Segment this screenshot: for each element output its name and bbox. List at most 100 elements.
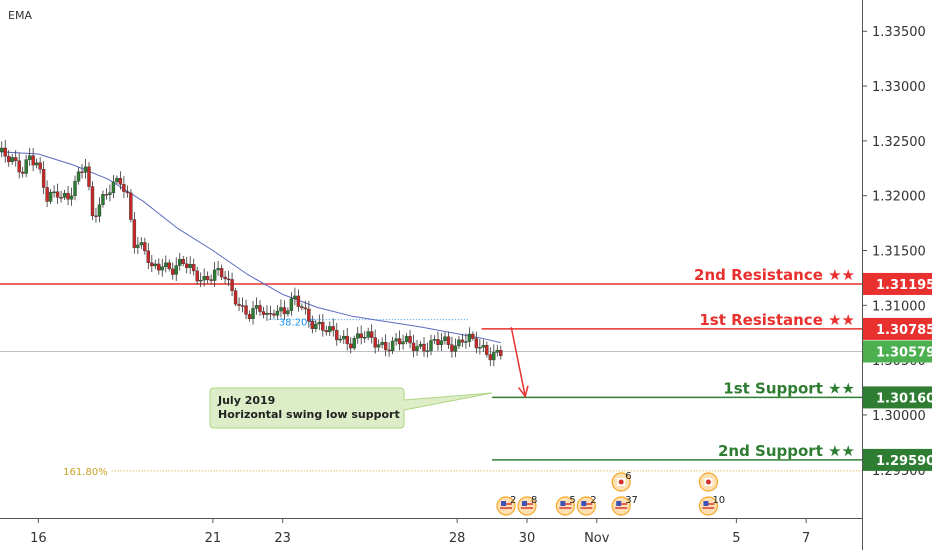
candle-body xyxy=(129,192,133,220)
candle-body xyxy=(244,305,248,315)
candle-body xyxy=(174,265,178,275)
price-tag-label[interactable]: 1.29590 xyxy=(876,454,932,469)
candle-body xyxy=(335,330,339,341)
candle-body xyxy=(394,338,398,342)
candle-body xyxy=(300,306,304,309)
candle-body xyxy=(73,181,77,196)
candle-body xyxy=(0,147,4,153)
annotation-text: Horizontal swing low support xyxy=(218,408,400,421)
x-tick-label: 28 xyxy=(449,531,466,546)
current-price-tag-box xyxy=(863,340,932,363)
candle-body xyxy=(219,268,224,278)
event-badge[interactable]: 10 xyxy=(698,495,725,516)
indicator-label[interactable]: EMA xyxy=(8,9,32,22)
candle-body xyxy=(359,333,363,339)
candle-body xyxy=(324,330,329,333)
flag-canton xyxy=(703,501,709,506)
candle-body xyxy=(52,191,56,194)
candle-body xyxy=(411,342,416,351)
candle-body xyxy=(118,177,123,185)
x-tick-label: 7 xyxy=(802,531,810,546)
candle-body xyxy=(460,339,465,343)
candle-body xyxy=(59,197,63,199)
candle-body xyxy=(150,262,154,267)
candle-body xyxy=(471,333,475,339)
candle-body xyxy=(282,307,287,315)
candle-body xyxy=(205,276,210,280)
event-badge[interactable]: 8 xyxy=(517,495,537,516)
events-layer[interactable]: 2 8 5 2 6 37 10 xyxy=(496,471,725,516)
y-tick-label: 1.31000 xyxy=(872,299,926,314)
candle-body xyxy=(436,339,440,345)
event-badge[interactable]: 2 xyxy=(576,495,597,516)
price-tag-label[interactable]: 1.30785 xyxy=(876,323,932,338)
event-badge[interactable]: 6 xyxy=(611,471,632,492)
candle-body xyxy=(55,191,60,198)
candle-body xyxy=(160,266,164,271)
candle-body xyxy=(80,171,84,173)
candle-body xyxy=(153,263,157,267)
event-badge[interactable] xyxy=(698,472,719,492)
candle-body xyxy=(45,187,49,202)
candle-body xyxy=(41,169,46,188)
candle-body xyxy=(125,191,130,194)
maple-leaf-icon xyxy=(705,479,711,485)
candle-body xyxy=(132,219,137,248)
candle-body xyxy=(265,313,269,315)
candle-body xyxy=(342,335,346,340)
candle-body xyxy=(66,192,70,200)
candle-body xyxy=(314,323,318,329)
y-tick-label: 1.31500 xyxy=(872,245,926,260)
x-tick-label: 23 xyxy=(274,531,291,546)
candle-body xyxy=(450,344,454,352)
candle-body xyxy=(101,194,105,205)
candle-body xyxy=(94,215,98,217)
event-count: 8 xyxy=(531,495,537,506)
candle-body xyxy=(34,162,39,166)
x-tick-label: 5 xyxy=(732,531,740,546)
flag-canton xyxy=(616,501,622,506)
price-tag-label[interactable]: 1.31195 xyxy=(876,278,932,293)
candle-body xyxy=(202,276,206,281)
candle-body xyxy=(185,263,189,268)
candle-body xyxy=(97,204,102,217)
candle-body xyxy=(226,278,231,281)
flag-canton xyxy=(521,501,527,506)
candle-body xyxy=(247,314,252,319)
current-price-tag[interactable]: 1.30579 xyxy=(876,345,932,360)
price-tag-label[interactable]: 1.30160 xyxy=(876,391,932,406)
resistance-level-label: 2nd Resistance ★★ xyxy=(694,266,855,284)
candle-body xyxy=(289,298,294,311)
candle-body xyxy=(422,343,426,352)
candle-body xyxy=(188,264,192,268)
candle-body xyxy=(14,157,18,161)
candle-body xyxy=(457,339,461,347)
candle-body xyxy=(397,338,402,345)
event-badge[interactable]: 5 xyxy=(555,495,576,516)
candle-body xyxy=(286,310,290,315)
candle-body xyxy=(157,263,161,271)
candle-body xyxy=(345,335,349,345)
fib-label: 161.80% xyxy=(63,467,108,478)
resistance-level-label: 1st Resistance ★★ xyxy=(699,311,855,329)
event-badge[interactable]: 2 xyxy=(496,495,516,516)
candle-body xyxy=(268,313,273,315)
candle-body xyxy=(310,320,315,329)
forecast-arrowhead xyxy=(518,385,529,398)
candle-body xyxy=(31,155,35,166)
candle-body xyxy=(122,184,126,192)
annotation-callout[interactable] xyxy=(209,387,493,429)
candle-body xyxy=(20,171,25,174)
event-badge[interactable]: 37 xyxy=(611,495,638,516)
candle-body xyxy=(362,337,367,339)
candle-body xyxy=(62,192,67,198)
candle-body xyxy=(293,295,297,299)
candle-body xyxy=(223,276,227,280)
candle-body xyxy=(143,242,147,252)
candle-body xyxy=(404,336,409,342)
y-tick-label: 1.30000 xyxy=(872,409,926,424)
